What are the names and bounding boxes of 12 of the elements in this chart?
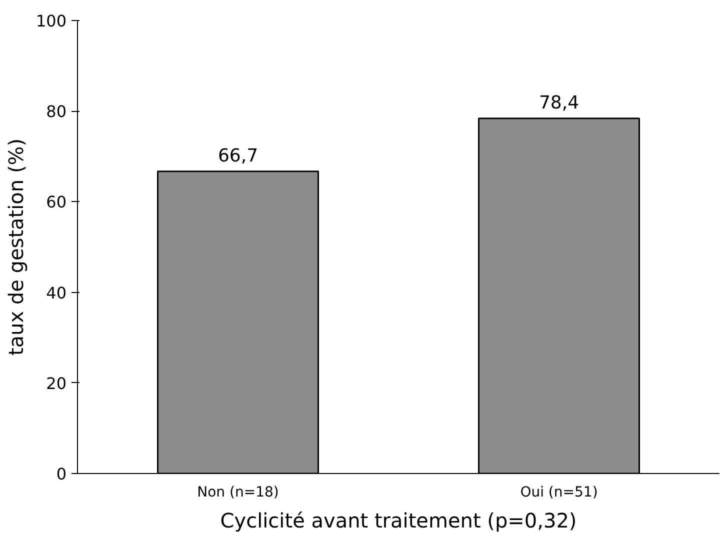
y-tick-label: 20	[46, 374, 66, 393]
y-tick-label: 60	[46, 192, 66, 212]
x-tick-label: Oui (n=51)	[520, 484, 598, 500]
y-axis-title: taux de gestation (%)	[4, 138, 28, 356]
y-tick-label: 80	[46, 102, 66, 122]
y-tick-label: 40	[46, 283, 66, 302]
data-label: 78,4	[538, 92, 580, 114]
y-tick-label: 0	[56, 464, 67, 484]
y-tick-label: 100	[36, 12, 67, 30]
x-tick-label: Non (n=18)	[197, 484, 279, 500]
x-axis-title: Cyclicité avant traitement (p=0,32)	[220, 508, 577, 532]
data-label: 66,7	[218, 145, 258, 166]
